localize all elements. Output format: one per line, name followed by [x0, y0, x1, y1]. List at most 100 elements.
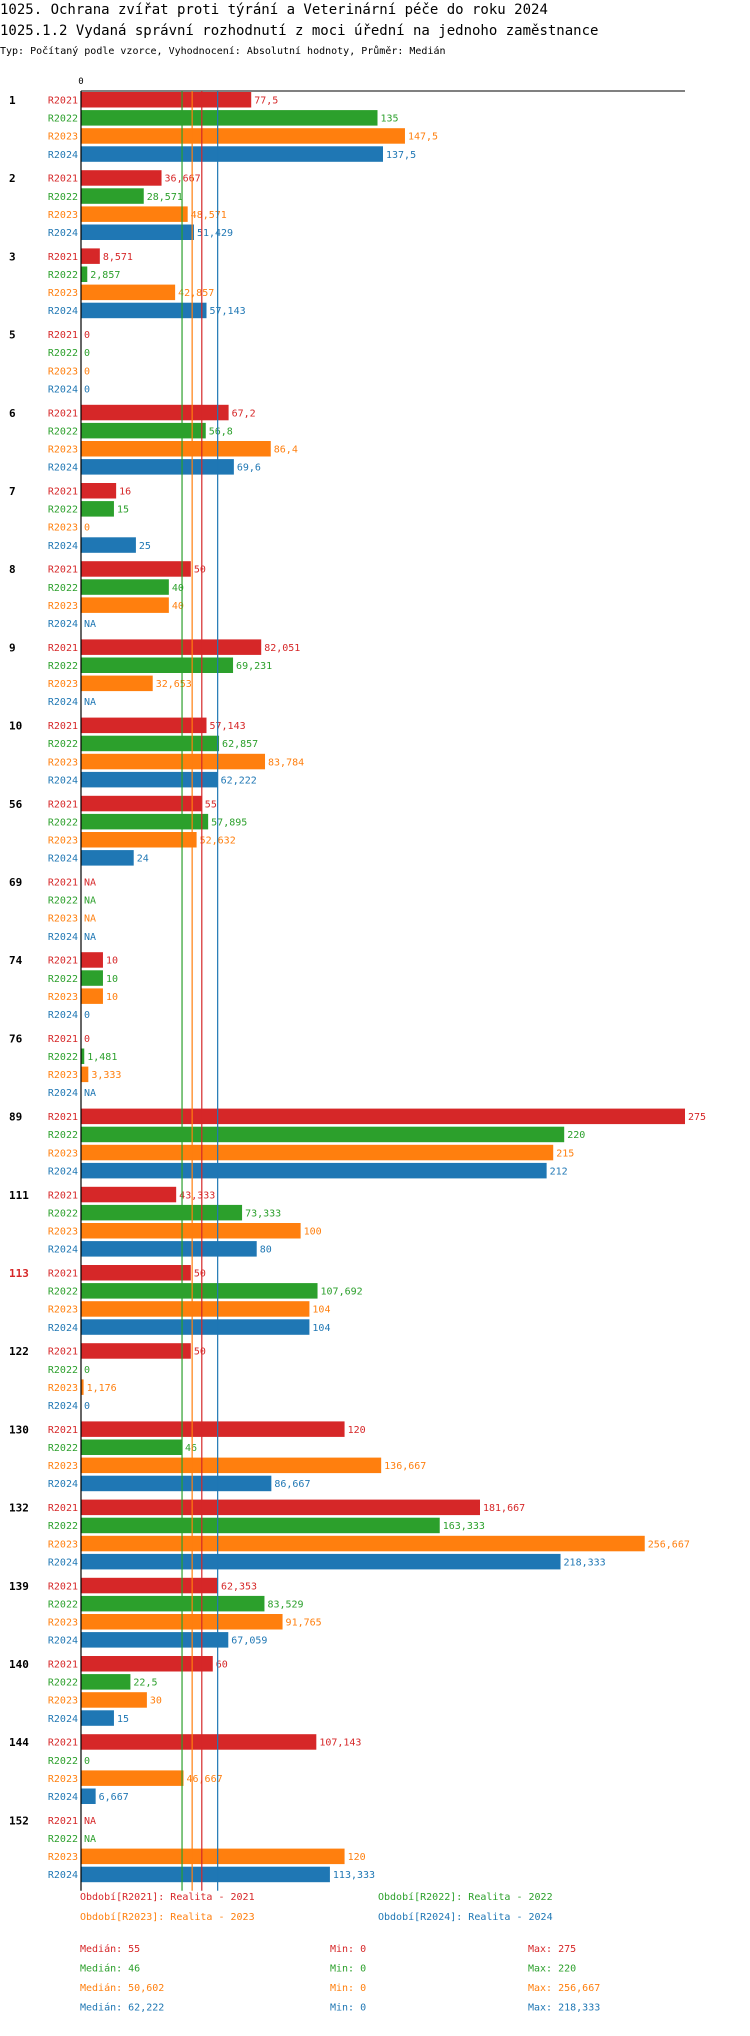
- series-label: R2022: [48, 1365, 78, 1376]
- data-label: NA: [84, 619, 96, 630]
- series-label: R2024: [48, 1245, 78, 1256]
- data-label: 42,857: [178, 288, 214, 299]
- series-label: R2021: [48, 956, 78, 967]
- bar: [81, 1848, 345, 1865]
- legend-entry: Období[R2024]: Realita - 2024: [378, 1911, 553, 1923]
- data-label: 0: [84, 1401, 90, 1412]
- series-label: R2023: [48, 757, 78, 768]
- series-label: R2021: [48, 252, 78, 263]
- data-label: NA: [84, 1816, 96, 1827]
- data-label: 57,143: [210, 306, 246, 317]
- bar: [81, 459, 234, 475]
- bar: [81, 284, 176, 301]
- bar: [81, 404, 229, 421]
- group-label: 144: [9, 1736, 29, 1749]
- series-label: R2023: [48, 1227, 78, 1238]
- bar: [81, 501, 114, 517]
- series-label: R2021: [48, 330, 78, 341]
- stat-min: Min: 0: [330, 1983, 366, 1994]
- series-label: R2024: [48, 541, 78, 552]
- data-label: 77,5: [254, 96, 278, 107]
- chart-info: Typ: Počítaný podle vzorce, Vyhodnocení:…: [0, 46, 446, 57]
- series-label: R2024: [48, 619, 78, 630]
- bar: [81, 970, 103, 986]
- series-label: R2023: [48, 523, 78, 534]
- data-label: 67,2: [232, 408, 256, 419]
- series-label: R2023: [48, 679, 78, 690]
- data-label: 147,5: [408, 132, 438, 143]
- bar: [81, 1866, 330, 1883]
- series-label: R2023: [48, 992, 78, 1003]
- stat-median: Medián: 62,222: [80, 2002, 164, 2014]
- bar: [81, 1108, 685, 1125]
- bar: [81, 1048, 85, 1064]
- bar: [81, 1475, 272, 1492]
- data-label: 51,429: [197, 228, 233, 239]
- data-label: 57,143: [210, 721, 246, 732]
- data-label: 120: [348, 1852, 366, 1863]
- bar: [81, 1265, 191, 1281]
- series-label: R2021: [48, 96, 78, 107]
- bar: [81, 206, 188, 222]
- group-label: 152: [9, 1814, 29, 1827]
- bar: [81, 1186, 177, 1203]
- data-label: 0: [84, 330, 90, 341]
- data-label: 24: [137, 854, 149, 865]
- bar: [81, 1421, 345, 1437]
- group-label: 2: [9, 172, 16, 185]
- bar: [81, 579, 169, 595]
- series-label: R2021: [48, 408, 78, 419]
- series-label: R2022: [48, 1521, 78, 1532]
- data-label: 0: [84, 1365, 90, 1376]
- data-label: 82,051: [264, 643, 300, 654]
- series-label: R2023: [48, 445, 78, 456]
- data-label: 163,333: [443, 1521, 485, 1532]
- series-label: R2023: [48, 1305, 78, 1316]
- bar: [81, 1343, 191, 1359]
- data-label: 220: [567, 1130, 585, 1141]
- x-axis-tick-label: 0: [78, 77, 83, 87]
- series-label: R2021: [48, 1112, 78, 1123]
- series-label: R2024: [48, 1557, 78, 1568]
- data-label: 181,667: [483, 1503, 525, 1514]
- group-label: 130: [9, 1423, 29, 1436]
- series-label: R2024: [48, 1792, 78, 1803]
- bar: [81, 639, 262, 655]
- bar: [81, 146, 383, 162]
- series-label: R2024: [48, 1166, 78, 1177]
- data-label: 16: [119, 487, 131, 498]
- data-label: NA: [84, 878, 96, 889]
- data-label: 215: [556, 1148, 574, 1159]
- legend-entry: Období[R2021]: Realita - 2021: [80, 1891, 255, 1903]
- group-label: 69: [9, 876, 22, 889]
- series-label: R2022: [48, 505, 78, 516]
- series-label: R2024: [48, 1088, 78, 1099]
- bar: [81, 1656, 213, 1672]
- bar: [81, 1439, 183, 1455]
- series-label: R2024: [48, 306, 78, 317]
- data-label: 275: [688, 1112, 706, 1123]
- series-label: R2024: [48, 1323, 78, 1334]
- series-label: R2022: [48, 192, 78, 203]
- data-label: 57,895: [211, 817, 247, 828]
- series-label: R2024: [48, 775, 78, 786]
- data-label: NA: [84, 914, 96, 925]
- data-label: 113,333: [333, 1870, 375, 1881]
- bar: [81, 1734, 317, 1750]
- data-label: 80: [260, 1245, 272, 1256]
- group-label: 7: [9, 485, 16, 498]
- data-label: 55: [205, 799, 217, 810]
- data-label: 46,667: [186, 1774, 222, 1785]
- data-label: 10: [106, 956, 118, 967]
- series-label: R2022: [48, 1678, 78, 1689]
- series-label: R2024: [48, 1714, 78, 1725]
- bar: [81, 850, 134, 866]
- bar: [81, 1126, 565, 1143]
- bar: [81, 302, 207, 319]
- bar: [81, 771, 218, 788]
- series-label: R2022: [48, 974, 78, 985]
- bar: [81, 1770, 184, 1786]
- stat-median: Medián: 46: [80, 1963, 140, 1975]
- bar: [81, 1144, 554, 1161]
- series-label: R2023: [48, 1774, 78, 1785]
